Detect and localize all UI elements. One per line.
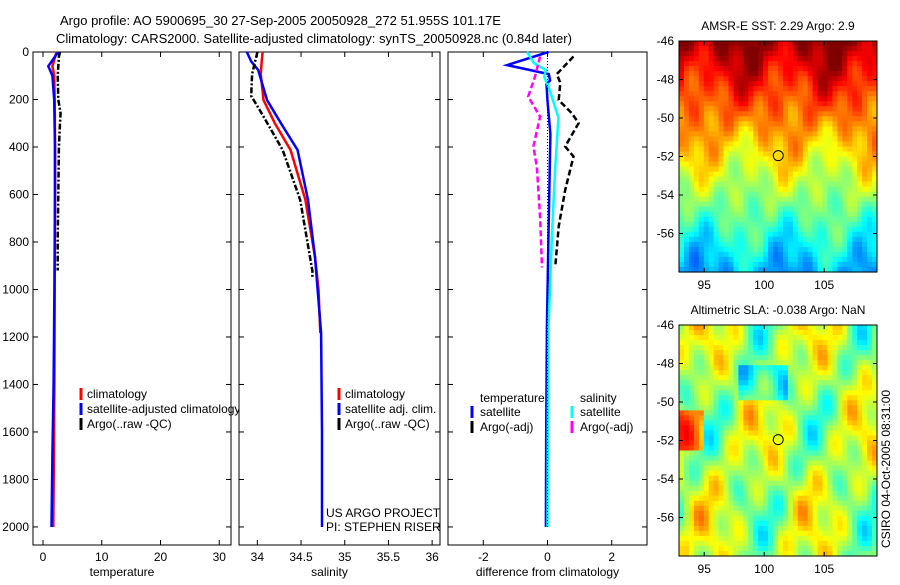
project-credit: US ARGO PROJECT — [326, 506, 441, 520]
lat-tick-label: -46 — [657, 318, 675, 332]
sla-map: 95 100 105 -46 -48 -50 -52 -54 -56 Altimetric SLA… — [657, 303, 878, 576]
lat-tick-label: -56 — [657, 227, 675, 241]
lat-tick-label: -46 — [657, 34, 675, 48]
legend-header: salinity — [580, 391, 617, 405]
x-tick-label: 35 — [338, 550, 352, 564]
lat-tick-label: -50 — [657, 395, 675, 409]
x-axis-label: salinity — [311, 565, 348, 579]
x-tick-label: 20 — [154, 550, 168, 564]
legend-label: Argo(..raw -QC) — [87, 417, 172, 431]
legend-label: satellite-adjusted climatology — [87, 402, 240, 416]
lat-tick-label: -50 — [657, 111, 675, 125]
lon-tick-label: 95 — [698, 278, 712, 292]
y-tick-label: 1200 — [2, 330, 29, 344]
x-tick-label: 2 — [608, 550, 615, 564]
x-tick-label: 10 — [95, 550, 109, 564]
lat-tick-label: -54 — [657, 188, 675, 202]
x-axis-label: difference from climatology — [476, 565, 619, 579]
map-title: AMSR-E SST: 2.29 Argo: 2.9 — [701, 19, 855, 33]
map-heatmap-cells — [679, 325, 878, 557]
series-line-temperature-argo-adj- — [553, 55, 581, 268]
y-tick-label: 1000 — [2, 282, 29, 296]
lat-tick-label: -48 — [657, 73, 675, 87]
profile-panel-1: 34 34.5 35 35.5 36 salinity climatologysatelli… — [238, 51, 441, 579]
series-line-satellite-adj-clim- — [245, 51, 324, 527]
y-tick-label: 400 — [9, 140, 29, 154]
x-tick-label: 36 — [425, 550, 439, 564]
y-tick-label: 600 — [9, 187, 29, 201]
axes-frame — [32, 51, 232, 546]
legend-label: climatology — [87, 387, 147, 401]
project-credit: PI: STEPHEN RISER — [326, 520, 441, 534]
x-tick-label: 34 — [251, 550, 265, 564]
axes-frame — [238, 51, 441, 546]
x-tick-label: 0 — [40, 550, 47, 564]
y-tick-label: 1800 — [2, 472, 29, 486]
y-tick-label: 800 — [9, 235, 29, 249]
map-title: Altimetric SLA: -0.038 Argo: NaN — [691, 303, 866, 317]
legend-label: satellite adj. clim. — [345, 402, 436, 416]
x-tick-label: 35.5 — [377, 550, 401, 564]
lon-tick-label: 105 — [814, 562, 834, 576]
y-tick-label: 200 — [9, 92, 29, 106]
series-line-argo-raw-qc- — [249, 51, 314, 278]
series-line-temperature-satellite — [502, 50, 552, 528]
y-tick-label: 1400 — [2, 377, 29, 391]
lat-tick-label: -56 — [657, 511, 675, 525]
argo-float-location-marker — [772, 150, 784, 162]
x-tick-label: 34.5 — [289, 550, 313, 564]
map-heatmap-cells — [679, 41, 878, 273]
y-tick-label: 2000 — [2, 520, 29, 534]
lat-tick-label: -48 — [657, 357, 675, 371]
series-line-salinity-satellite — [525, 51, 560, 528]
argo-float-location-marker — [772, 434, 784, 446]
sst-map: 95 100 105 -46 -48 -50 -52 -54 -56 AMSR-E SST: 2.… — [657, 19, 878, 292]
x-axis-label: temperature — [90, 565, 155, 579]
lon-tick-label: 105 — [814, 278, 834, 292]
series-line-satellite-adjusted-climatology — [46, 51, 60, 528]
series-line-argo-raw-qc- — [56, 51, 62, 271]
lat-tick-label: -52 — [657, 434, 675, 448]
figure-title-line2: Climatology: CARS2000. Satellite-adjuste… — [56, 31, 572, 46]
x-tick-label: 0 — [544, 550, 551, 564]
series-line-salinity-argo-adj- — [526, 56, 544, 268]
lat-tick-label: -54 — [657, 472, 675, 486]
legend-label: Argo(-adj) — [480, 420, 533, 434]
figure-title-line1: Argo profile: AO 5900695_30 27-Sep-2005 … — [60, 13, 501, 28]
y-tick-label: 1600 — [2, 425, 29, 439]
lon-tick-label: 100 — [754, 562, 774, 576]
x-tick-label: -2 — [478, 550, 489, 564]
x-tick-label: 30 — [213, 550, 227, 564]
legend-label: satellite — [580, 405, 621, 419]
csiro-timestamp: CSIRO 04-Oct-2005 08:31:00 — [879, 390, 893, 548]
legend-label: Argo(..raw -QC) — [345, 417, 430, 431]
lat-tick-label: -52 — [657, 150, 675, 164]
legend-label: satellite — [480, 405, 521, 419]
lon-tick-label: 100 — [754, 278, 774, 292]
legend-label: climatology — [345, 387, 405, 401]
legend-label: Argo(-adj) — [580, 420, 633, 434]
legend-header: temperature — [480, 391, 545, 405]
profile-panel-0: 0 10 20 30 0 200 400 600 800 1000 1200 1400 1600 1800… — [2, 45, 240, 579]
y-tick-label: 0 — [22, 45, 29, 59]
lon-tick-label: 95 — [698, 562, 712, 576]
